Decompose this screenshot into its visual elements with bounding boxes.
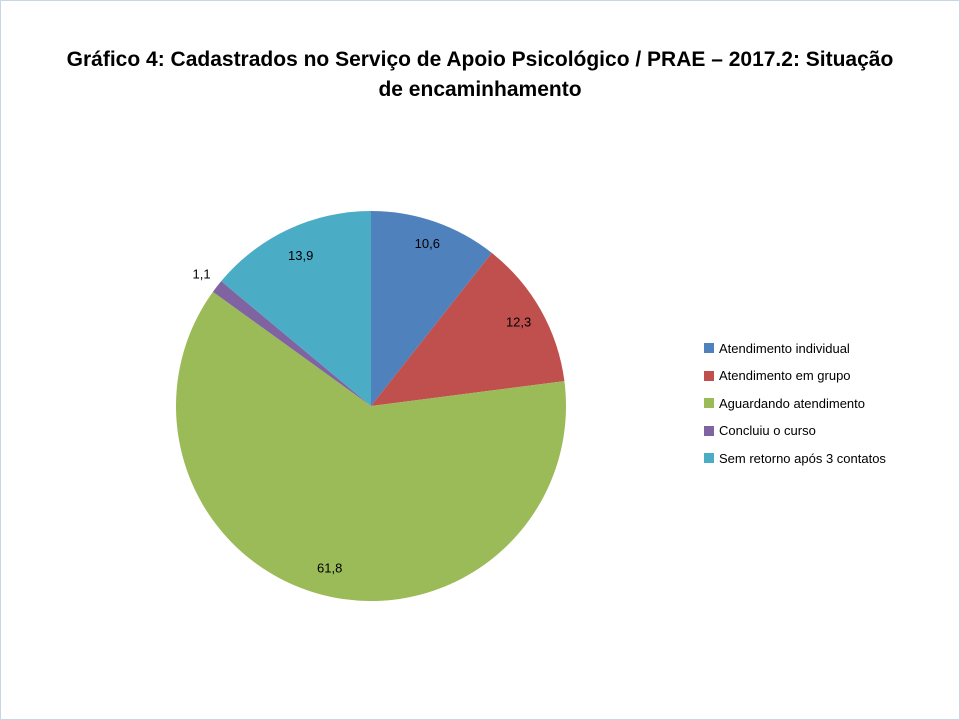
pie-slice-2 [175,291,566,602]
slice-label-2: 61,8 [317,561,342,576]
legend-label: Sem retorno após 3 contatos [719,450,886,466]
legend-swatch-icon [704,425,714,436]
slice-label-1: 12,3 [506,314,531,329]
slice-label-0: 10,6 [415,236,440,251]
legend-item: Concluiu o curso [704,423,886,438]
legend-swatch-icon [704,453,714,463]
slice-label-4: 13,9 [288,248,313,263]
legend-label: Concluiu o curso [719,423,816,438]
legend-label: Atendimento em grupo [719,368,851,383]
legend-label: Atendimento individual [719,340,850,356]
legend-item: Atendimento individual [704,340,886,356]
pie-slice-0 [371,211,492,406]
legend-item: Sem retorno após 3 contatos [704,450,886,466]
legend-item: Aguardando atendimento [704,395,886,411]
pie-slice-4 [221,211,371,406]
legend-label: Aguardando atendimento [719,395,866,411]
chart-legend: Atendimento individual Atendimento em gru… [704,340,886,480]
pie-slice-3 [212,281,371,406]
pie-slice-1 [371,252,565,406]
legend-swatch-icon [704,398,714,408]
legend-swatch-icon [704,343,714,353]
legend-item: Atendimento em grupo [704,368,886,383]
chart-title: Gráfico 4: Cadastrados no Serviço de Apo… [66,48,894,101]
legend-swatch-icon [704,370,714,381]
slice-label-3: 1,1 [193,267,211,282]
